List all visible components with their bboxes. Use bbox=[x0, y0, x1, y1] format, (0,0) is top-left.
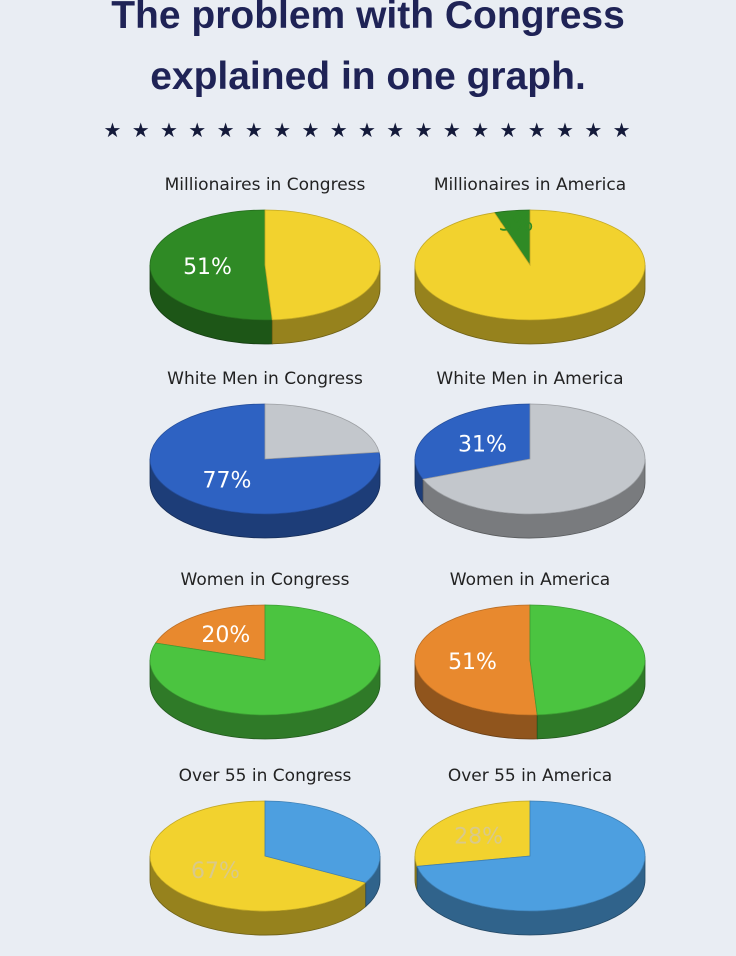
pie-title: White Men in Congress bbox=[167, 369, 363, 389]
pie-slice-label: 51% bbox=[183, 255, 232, 280]
pie-title: Women in Congress bbox=[180, 570, 350, 590]
pie-slice bbox=[414, 604, 538, 716]
star-divider: ★ ★ ★ ★ ★ ★ ★ ★ ★ ★ ★ ★ ★ ★ ★ ★ ★ ★ ★ bbox=[103, 118, 633, 142]
pie-panel: Women in Congress 20% bbox=[115, 570, 415, 760]
pie-title: White Men in America bbox=[436, 369, 624, 389]
pie-panel: Over 55 in America 28% bbox=[380, 766, 680, 956]
pie-panel: Over 55 in Congress 67% bbox=[115, 766, 415, 956]
pie-chart: 28% bbox=[414, 800, 646, 936]
pie-slice-label: 5% bbox=[499, 212, 534, 237]
title-line-1: The problem with Congress bbox=[111, 0, 625, 37]
pie-chart: 67% bbox=[149, 800, 381, 936]
pie-slice-label: 20% bbox=[201, 623, 250, 648]
pie-slice bbox=[149, 800, 367, 912]
pie-slice-label: 28% bbox=[454, 825, 503, 850]
pie-title: Over 55 in America bbox=[447, 766, 613, 786]
pie-slice-label: 31% bbox=[458, 433, 507, 458]
pie-slice bbox=[264, 403, 380, 460]
pie-chart: 5% bbox=[414, 209, 646, 345]
pie-slice bbox=[414, 403, 531, 480]
pie-chart: 77% bbox=[149, 403, 381, 539]
pie-slice bbox=[529, 604, 646, 716]
pie-title: Millionaires in Congress bbox=[164, 175, 366, 195]
pie-panel: White Men in Congress 77% bbox=[115, 369, 415, 559]
pie-chart: 51% bbox=[414, 604, 646, 740]
pie-panel: White Men in America 31% bbox=[380, 369, 680, 559]
pie-slice bbox=[264, 209, 381, 321]
pie-slice bbox=[264, 800, 381, 883]
pie-slice bbox=[149, 604, 381, 716]
title-line-2: explained in one graph. bbox=[150, 55, 586, 98]
pie-slice-label: 51% bbox=[448, 650, 497, 675]
pie-slice bbox=[422, 403, 646, 515]
pie-title: Over 55 in Congress bbox=[178, 766, 352, 786]
pie-slice bbox=[414, 209, 646, 321]
pie-panel: Millionaires in Congress 51% bbox=[115, 175, 415, 365]
pie-title: Millionaires in America bbox=[433, 175, 627, 195]
pie-slice bbox=[414, 800, 531, 867]
pie-title: Women in America bbox=[449, 570, 611, 590]
pie-panel: Women in America 51% bbox=[380, 570, 680, 760]
pie-panel: Millionaires in America 5% bbox=[380, 175, 680, 365]
pie-slice bbox=[154, 604, 266, 661]
pie-chart: 51% bbox=[149, 209, 381, 345]
pie-slice bbox=[416, 800, 646, 912]
pie-slice bbox=[149, 209, 273, 321]
pie-chart: 31% bbox=[414, 403, 646, 539]
pie-chart: 20% bbox=[149, 604, 381, 740]
pie-slice-label: 67% bbox=[191, 859, 240, 884]
pie-slice-label: 77% bbox=[203, 469, 252, 494]
